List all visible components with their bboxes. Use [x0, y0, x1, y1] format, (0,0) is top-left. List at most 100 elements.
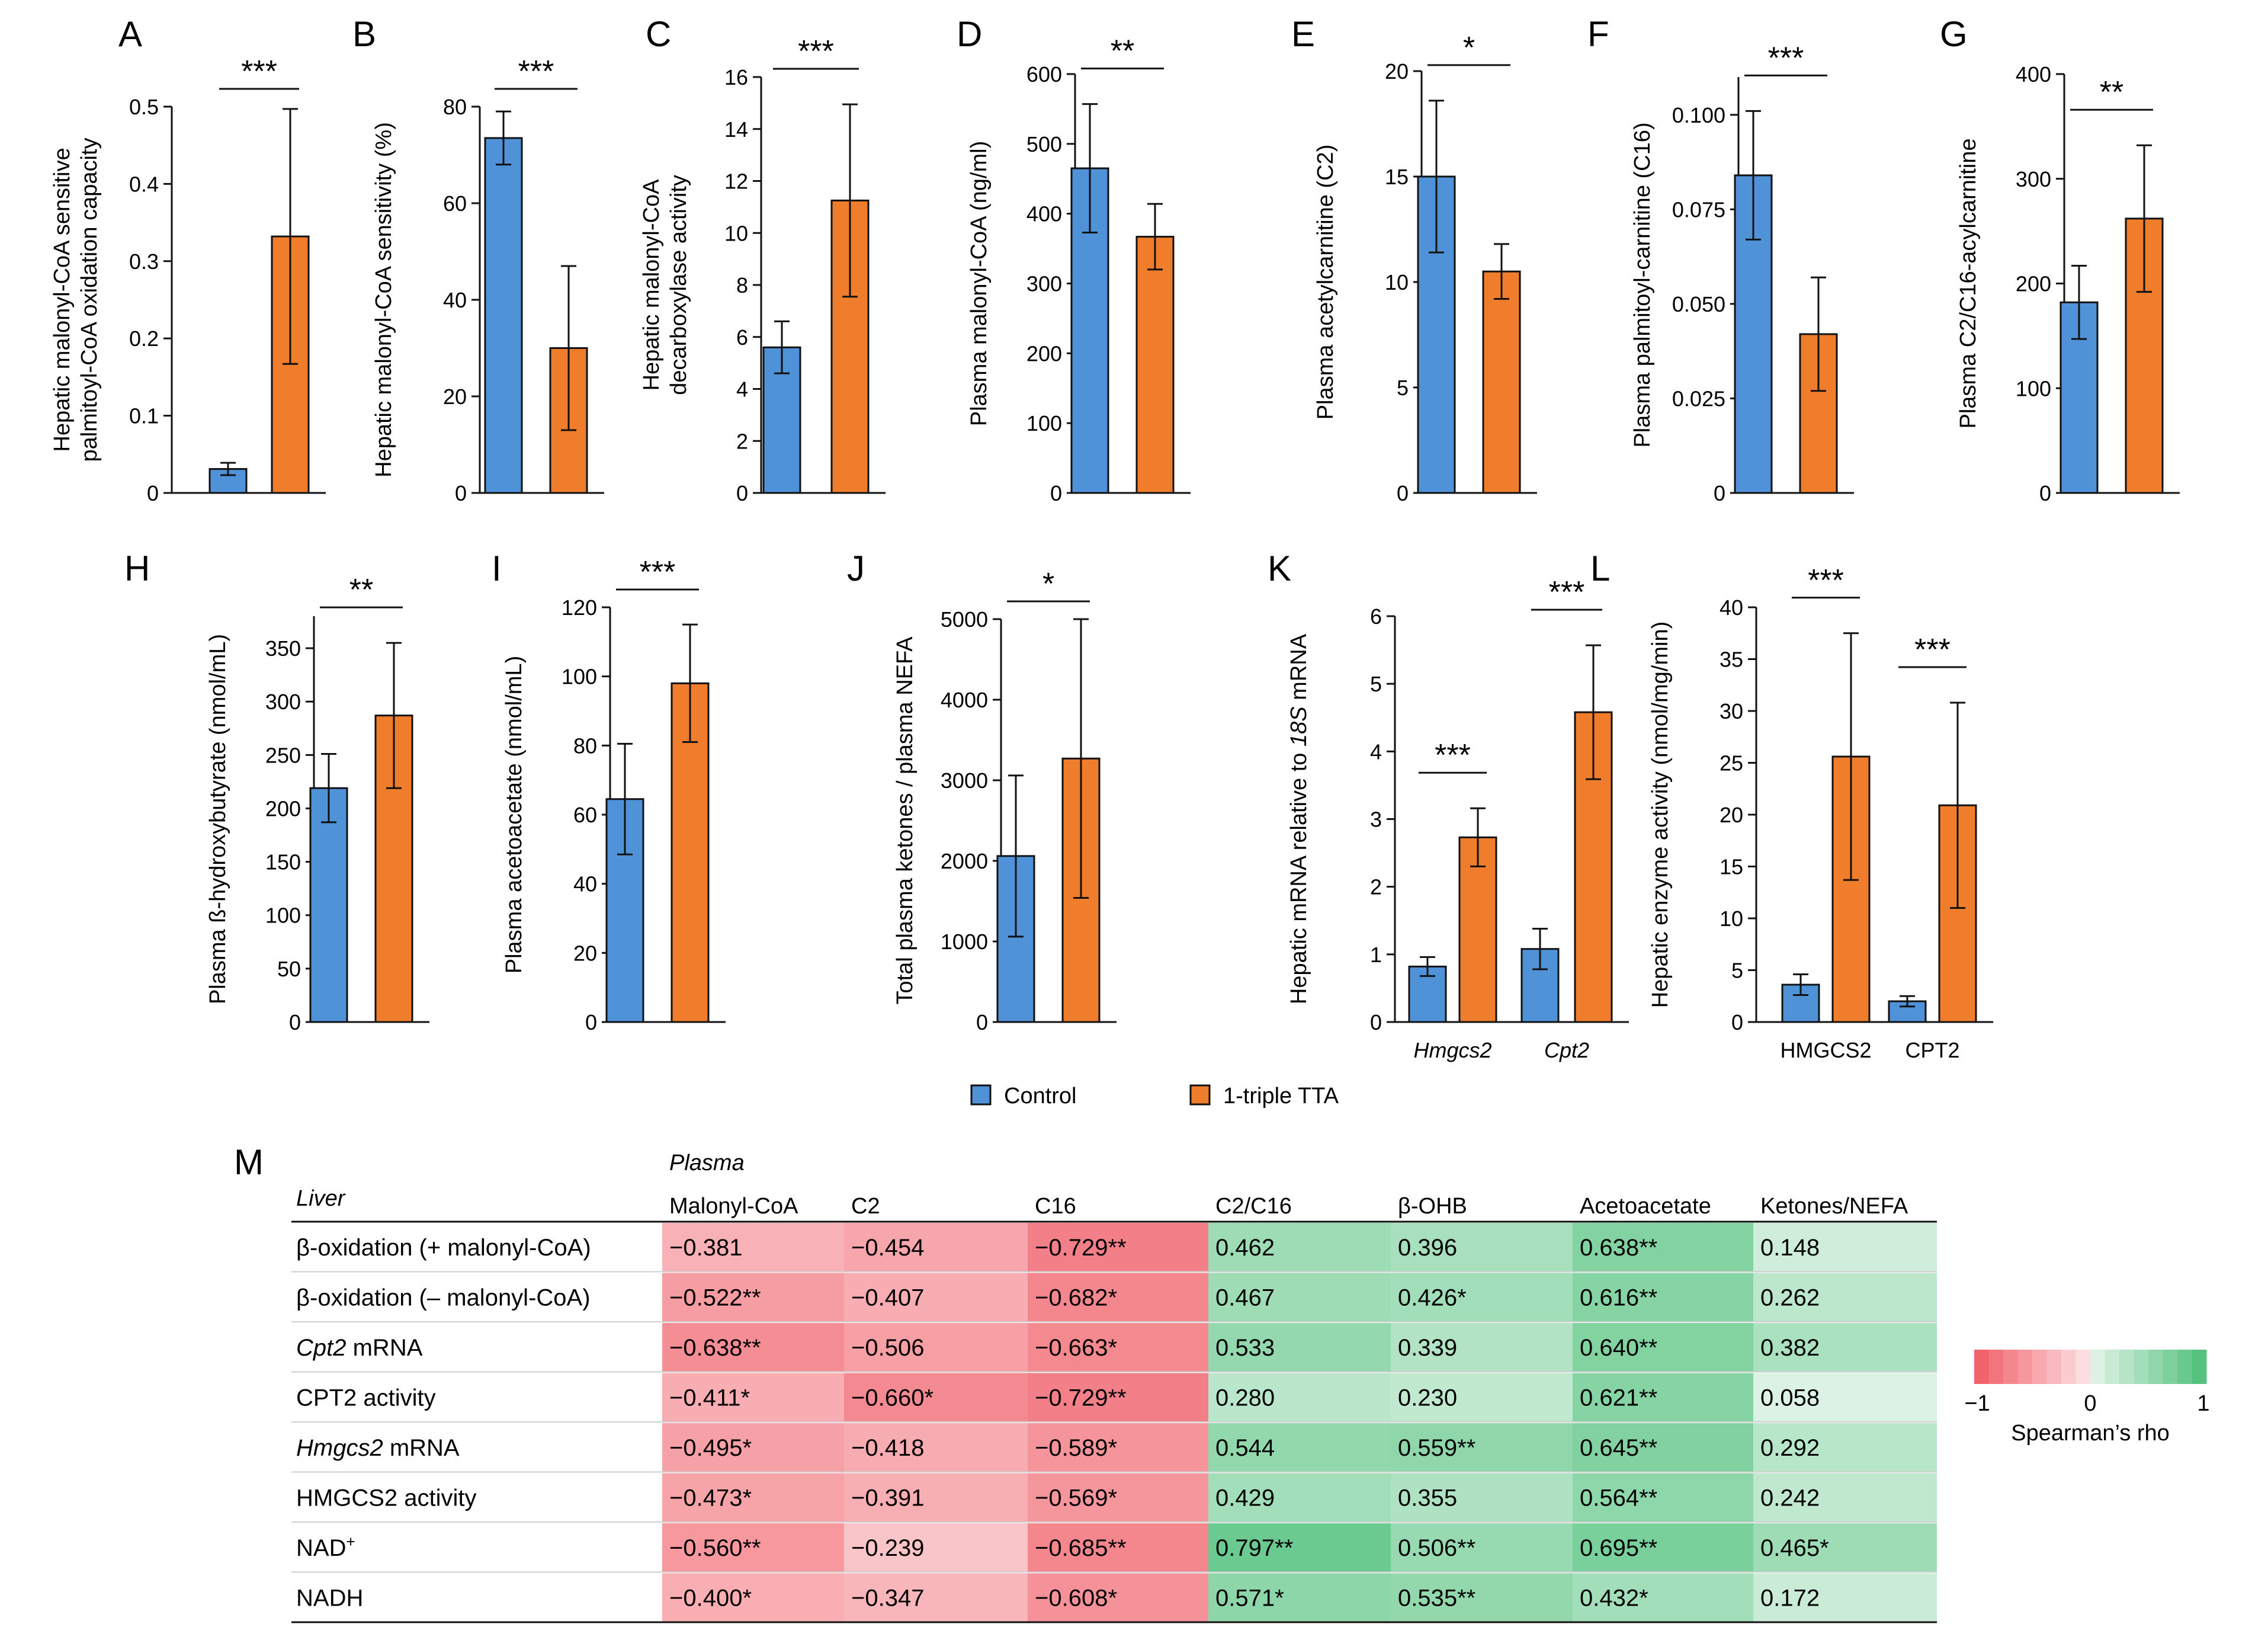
color-scale-step — [2192, 1350, 2207, 1384]
color-scale-step — [2003, 1350, 2018, 1384]
color-scale-tick: 1 — [2197, 1391, 2209, 1416]
panel-e: E 0 5 10 15 20 Plasma acetylcarnitine (C2) * — [1291, 14, 1537, 505]
y-tick-label: 8 — [736, 273, 748, 297]
heatmap-cell-value: 0.640** — [1580, 1335, 1657, 1361]
heatmap-cell-value: 0.695** — [1580, 1535, 1657, 1561]
significance-label: ** — [1111, 34, 1134, 69]
heatmap-cell-value: 0.506** — [1398, 1535, 1475, 1561]
heatmap-cell-value: 0.467 — [1215, 1285, 1275, 1311]
y-tick-label: 40 — [443, 288, 467, 312]
heatmap-row: NAD+ −0.560** −0.239 −0.685** 0.797** 0.506**… — [291, 1523, 1937, 1573]
panel-letter: J — [847, 549, 865, 588]
y-tick-label: 150 — [265, 850, 301, 874]
column-header: Malonyl-CoA — [669, 1194, 798, 1219]
y-tick-label: 14 — [724, 117, 748, 142]
heatmap-cell-value: 0.230 — [1398, 1385, 1457, 1411]
heatmap-cell — [844, 1223, 1028, 1272]
heatmap-cell — [1573, 1373, 1753, 1422]
heatmap-cell-value: −0.347 — [851, 1585, 924, 1612]
heatmap-row: Cpt2 mRNA −0.638** −0.506 −0.663* 0.533 0.339… — [291, 1323, 1937, 1373]
heatmap-cell — [1208, 1423, 1391, 1472]
panel-f: F 0 0.025 0.050 0.075 0.100 Plasma palmitoyl-c… — [1587, 14, 1854, 505]
heatmap-cell — [1208, 1373, 1391, 1422]
heatmap-cell-value: −0.685** — [1035, 1535, 1127, 1561]
heatmap-cell — [1028, 1473, 1208, 1522]
y-axis-label: Plasma acetylcarnitine (C2) — [1313, 145, 1338, 420]
y-tick-label: 20 — [573, 941, 597, 965]
heatmap-cell — [844, 1373, 1028, 1422]
heatmap-row: NADH −0.400* −0.347 −0.608* 0.571* 0.535** 0.4… — [291, 1573, 1937, 1623]
y-tick-label: 0.050 — [1672, 292, 1725, 316]
heatmap-cell — [1391, 1473, 1573, 1522]
y-axis-label: Hepatic malonyl-CoA sensitive — [50, 148, 75, 451]
y-tick-label: 0 — [1714, 481, 1725, 505]
panel-b: B 0 20 40 60 80 Hepatic malonyl-CoA sensitivit… — [352, 14, 604, 505]
column-header: C16 — [1035, 1194, 1076, 1219]
heatmap-cell-value: −0.454 — [851, 1235, 924, 1261]
color-scale-step — [2163, 1350, 2178, 1384]
heatmap-row: Hmgcs2 mRNA −0.495* −0.418 −0.589* 0.544 0.55… — [291, 1423, 1937, 1473]
panel-letter: A — [118, 14, 142, 54]
y-tick-label: 100 — [1026, 411, 1062, 435]
significance-label: *** — [1768, 41, 1804, 75]
x-category-label: Hmgcs2 — [1413, 1038, 1491, 1062]
color-scale-step — [2090, 1350, 2105, 1384]
y-axis-label: Plasma C2/C16-acylcarnitine — [1956, 139, 1981, 429]
color-scale-step — [2046, 1350, 2062, 1384]
heatmap-cell-value: −0.682* — [1035, 1285, 1117, 1311]
y-tick-label: 400 — [2016, 62, 2051, 87]
significance-label: *** — [1549, 575, 1585, 610]
color-scale-step — [1988, 1350, 2004, 1384]
y-axis-label-part: mRNA — [1287, 633, 1311, 706]
heatmap-cell — [1208, 1523, 1391, 1572]
y-axis-label: Plasma acetoacetate (nmol/mL) — [502, 656, 527, 973]
y-tick-label: 10 — [1720, 906, 1743, 931]
y-tick-label: 120 — [562, 595, 597, 620]
heatmap-cell-value: 0.621** — [1580, 1385, 1657, 1411]
heatmap-cell-value: −0.411* — [669, 1385, 750, 1411]
y-tick-label: 12 — [724, 169, 748, 194]
y-tick-label: 6 — [736, 325, 748, 350]
row-label-part: mRNA — [347, 1335, 423, 1361]
panel-letter: D — [957, 14, 982, 54]
heatmap-cell — [1573, 1523, 1753, 1572]
significance-label: *** — [518, 55, 554, 89]
heatmap-cell-value: 0.280 — [1215, 1385, 1275, 1411]
y-tick-label: 0 — [2039, 481, 2051, 505]
heatmap-cell — [1573, 1273, 1753, 1322]
y-tick-label: 35 — [1720, 648, 1743, 672]
heatmap-cell — [1573, 1223, 1753, 1272]
heatmap-cell-value: −0.663* — [1035, 1335, 1117, 1361]
color-scale-step — [2134, 1350, 2149, 1384]
heatmap-cell — [1753, 1373, 1937, 1422]
significance-label: *** — [1808, 563, 1844, 598]
bar-tta — [1135, 236, 1175, 494]
heatmap-cell — [1391, 1273, 1573, 1322]
heatmap-cell-value: −0.495* — [669, 1435, 752, 1461]
heatmap-cell — [1573, 1573, 1753, 1622]
y-tick-label: 250 — [265, 743, 301, 767]
y-tick-label: 80 — [443, 95, 467, 119]
heatmap-cell — [1391, 1573, 1573, 1622]
heatmap-cell — [1028, 1423, 1208, 1472]
y-tick-label: 0 — [1397, 481, 1409, 505]
y-axis-label: Hepatic malonyl-CoA sensitivity (%) — [371, 122, 396, 478]
y-axis-label: Hepatic mRNA relative to 18S mRNA — [1287, 633, 1311, 1004]
y-axis-label: palmitoyl-CoA oxidation capacity — [77, 137, 102, 462]
heatmap-cell — [662, 1523, 844, 1572]
color-scale-step — [2032, 1350, 2047, 1384]
y-tick-label: 0 — [1731, 1010, 1743, 1034]
heatmap-cell-value: 0.426* — [1398, 1285, 1467, 1311]
y-tick-label: 200 — [2016, 272, 2051, 296]
heatmap-cell-value: 0.148 — [1760, 1235, 1820, 1261]
y-axis-label-part: Hepatic mRNA relative to — [1287, 747, 1311, 1004]
heatmap-cell — [1391, 1423, 1573, 1472]
y-tick-label: 600 — [1026, 62, 1062, 87]
significance-label: *** — [640, 555, 676, 590]
heatmap-cell — [1028, 1373, 1208, 1422]
heatmap-cell — [844, 1323, 1028, 1372]
bar-control — [1520, 948, 1560, 1023]
heatmap-cell-value: −0.381 — [669, 1235, 742, 1261]
color-scale-tick: −1 — [1964, 1391, 1990, 1416]
